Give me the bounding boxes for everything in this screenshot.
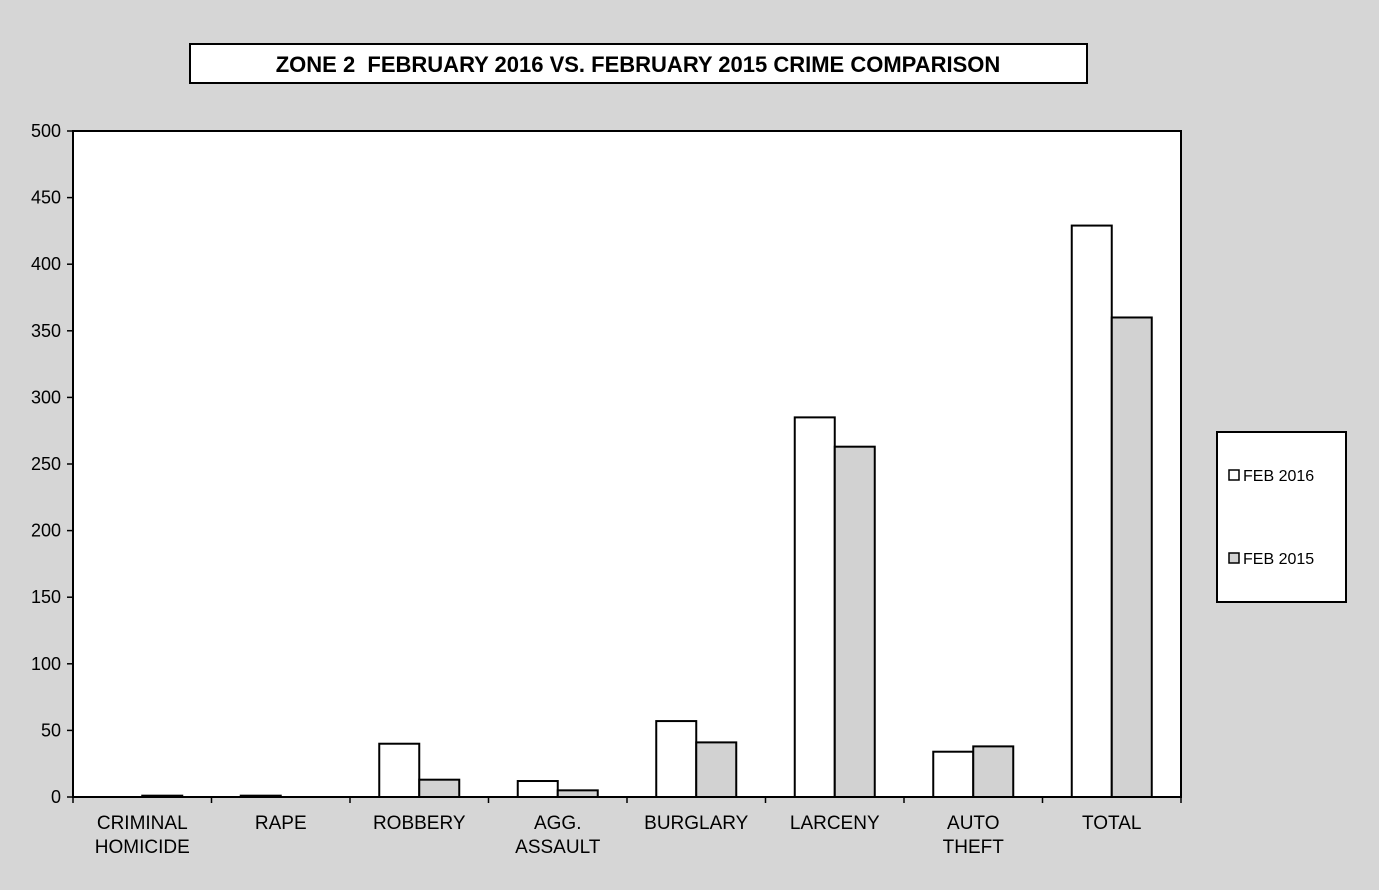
bars	[141, 224, 1153, 799]
x-tick-label: TOTAL	[1082, 813, 1141, 834]
y-tick-label: 100	[31, 654, 61, 674]
x-tick-label-line: HOMICIDE	[95, 837, 190, 858]
bar-feb-2015	[833, 445, 876, 798]
bar-feb-2015	[972, 745, 1015, 798]
x-tick-label-line: AGG.	[534, 813, 582, 834]
bar-feb-2016	[516, 780, 559, 798]
x-tick-label-line: AUTO	[947, 813, 999, 834]
bar-feb-2016	[655, 720, 698, 798]
y-tick-label: 250	[31, 454, 61, 474]
bar-feb-2016	[932, 750, 975, 798]
legend-label-feb-2015: FEB 2015	[1243, 551, 1314, 568]
x-axis: CRIMINAL HOMICIDE RAPE ROBBERY AGG. ASSAULT BU…	[72, 797, 1182, 858]
x-tick-label-line: THEFT	[943, 837, 1005, 858]
y-tick-label: 300	[31, 387, 61, 407]
legend-swatch-feb-2016	[1228, 469, 1240, 481]
bar-feb-2015	[695, 741, 738, 798]
x-tick-label-line: BURGLARY	[644, 813, 749, 834]
x-tick-label-line: LARCENY	[790, 813, 880, 834]
x-tick-label-line: CRIMINAL	[97, 813, 188, 834]
y-tick-label: 500	[31, 121, 61, 141]
y-tick-label: 400	[31, 254, 61, 274]
bar-feb-2016	[1070, 224, 1113, 798]
bar-feb-2016	[239, 794, 282, 799]
x-tick-label-line: ROBBERY	[373, 813, 466, 834]
x-tick-label: AGG. ASSAULT	[515, 813, 601, 858]
legend-swatch-feb-2015	[1228, 552, 1240, 564]
bar-feb-2015	[1110, 316, 1153, 798]
bar-feb-2015	[141, 794, 184, 799]
x-tick-label-line: RAPE	[255, 813, 307, 834]
x-tick-label: ROBBERY	[373, 813, 466, 834]
x-tick-label-line: ASSAULT	[515, 837, 601, 858]
chart-title: ZONE 2 FEBRUARY 2016 VS. FEBRUARY 2015 C…	[276, 52, 1001, 77]
x-tick-label: RAPE	[255, 813, 307, 834]
legend-label-feb-2016: FEB 2016	[1243, 468, 1314, 485]
bar-feb-2015	[418, 778, 461, 799]
bar-feb-2016	[378, 742, 421, 798]
bar-feb-2016	[793, 416, 836, 798]
chart-title-box: ZONE 2 FEBRUARY 2016 VS. FEBRUARY 2015 C…	[189, 43, 1088, 84]
x-tick-label-line: TOTAL	[1082, 813, 1141, 834]
plot-area	[72, 130, 1182, 798]
y-tick-label: 0	[51, 787, 61, 807]
y-tick-label: 450	[31, 188, 61, 208]
x-tick-label: BURGLARY	[644, 813, 749, 834]
y-tick-label: 200	[31, 521, 61, 541]
bar-feb-2015	[556, 789, 599, 799]
legend: FEB 2016 FEB 2015	[1216, 431, 1347, 603]
x-tick-label: LARCENY	[790, 813, 880, 834]
y-tick-label: 150	[31, 587, 61, 607]
y-axis: 0 50 100 150 200 250 300 350 400 450 500	[31, 121, 73, 807]
x-tick-label: AUTO THEFT	[943, 813, 1005, 858]
y-tick-label: 350	[31, 321, 61, 341]
y-tick-label: 50	[41, 720, 61, 740]
x-tick-label: CRIMINAL HOMICIDE	[95, 813, 190, 858]
legend-box	[1216, 431, 1347, 603]
